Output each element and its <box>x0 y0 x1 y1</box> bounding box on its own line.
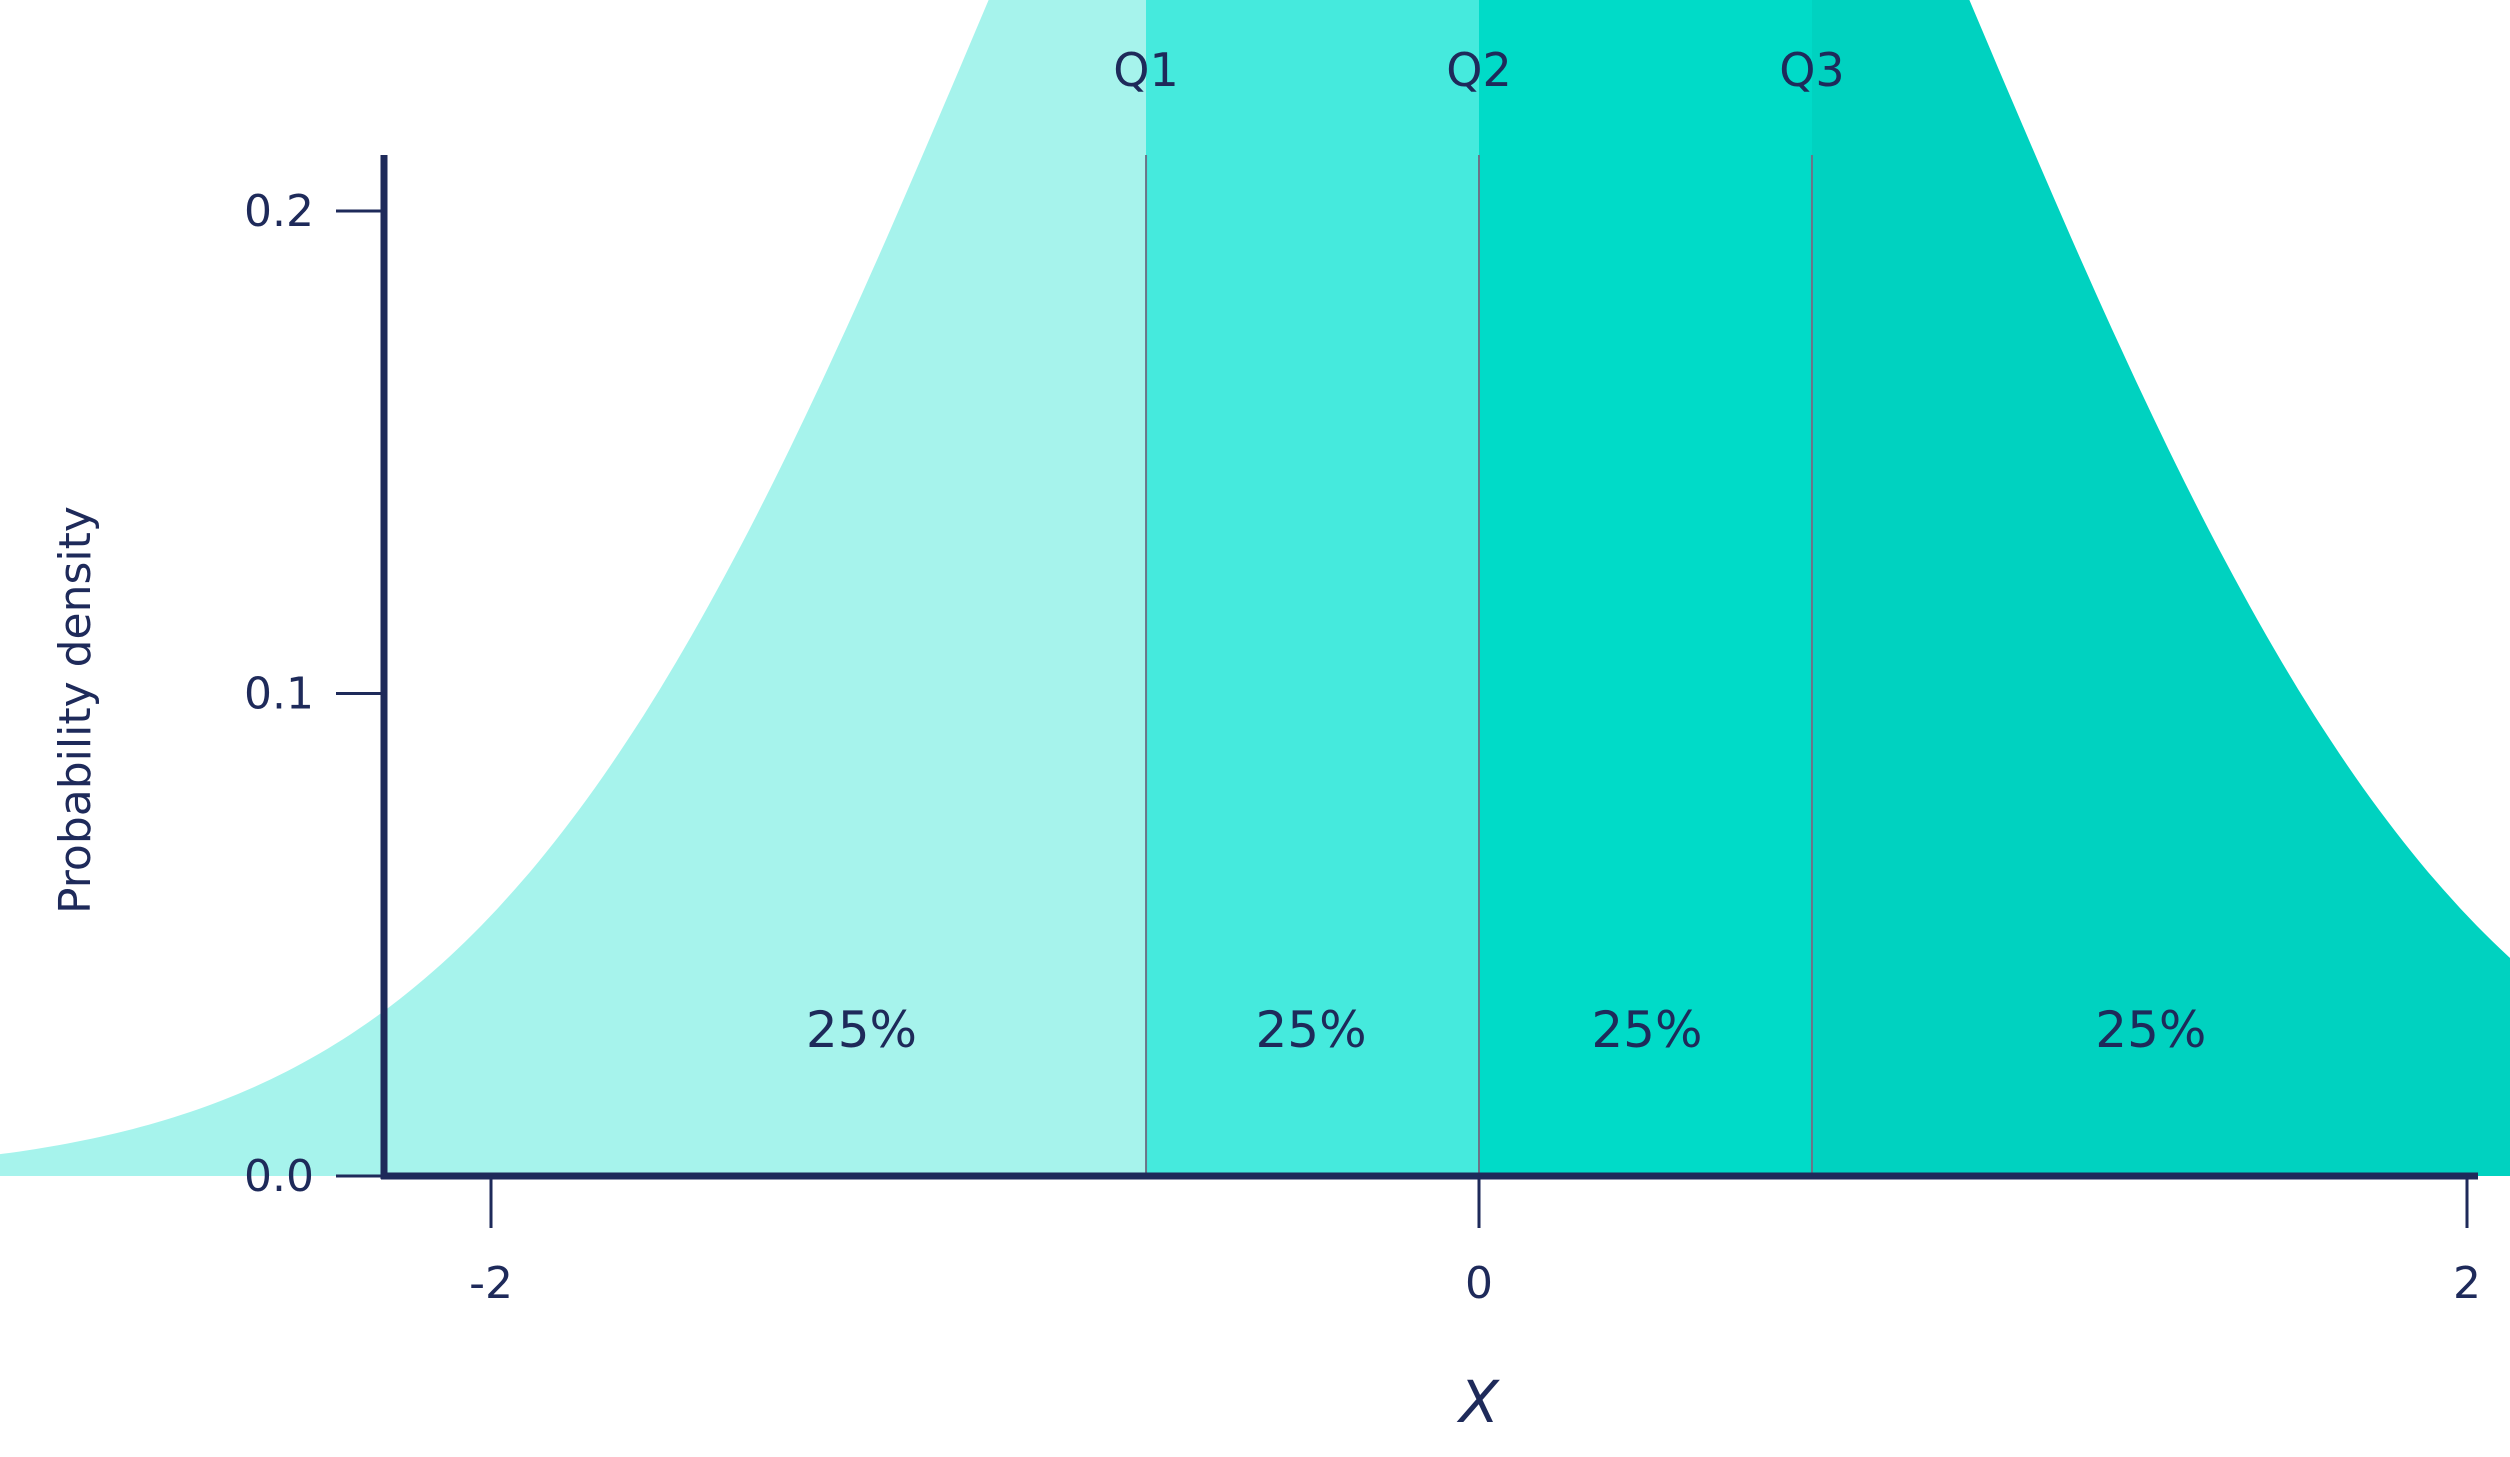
quartile-lines <box>1145 155 1813 1176</box>
x-ticks: -4-2024 <box>469 1176 2481 1309</box>
area-segment-4 <box>1812 0 2510 1176</box>
quartile-label-q1: Q1 <box>1113 43 1178 97</box>
area-segment-1 <box>0 0 1146 1176</box>
segment-percent-label: 25% <box>1255 1001 1366 1059</box>
area-segment-3 <box>1479 0 1812 1176</box>
x-tick-label: 0 <box>1465 1258 1493 1309</box>
y-tick-label: 0.2 <box>244 186 314 237</box>
x-tick-label: -2 <box>469 1258 513 1309</box>
quartile-labels: Q1 Q2 Q3 <box>1113 43 1844 97</box>
x-tick-label: 2 <box>2453 1258 2481 1309</box>
x-axis-title: X <box>1456 1368 1500 1436</box>
y-ticks: 0.00.10.20.30.4 <box>244 186 384 1202</box>
segment-percent-label: 25% <box>806 1001 917 1059</box>
y-tick-label: 0.0 <box>244 1151 314 1202</box>
y-axis-title: Probability density <box>50 506 101 914</box>
area-segment-2 <box>1146 0 1479 1176</box>
quartile-label-q2: Q2 <box>1446 43 1511 97</box>
axes <box>380 155 2478 1180</box>
percent-labels: 25% 25% 25% 25% <box>806 1001 2206 1059</box>
y-tick-label: 0.1 <box>244 669 314 720</box>
quartile-segments <box>0 0 2510 1176</box>
quartile-label-q3: Q3 <box>1779 43 1844 97</box>
segment-percent-label: 25% <box>2095 1001 2206 1059</box>
segment-percent-label: 25% <box>1591 1001 1702 1059</box>
